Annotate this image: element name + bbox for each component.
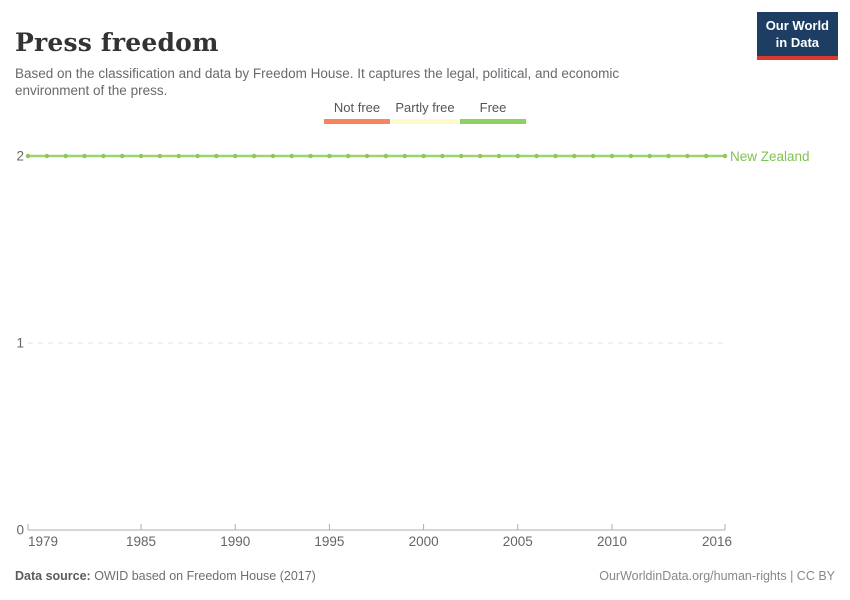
chart-subtitle: Based on the classification and data by … — [15, 65, 620, 99]
legend-swatch-free — [460, 119, 526, 124]
data-point-1992 — [270, 153, 276, 159]
data-point-1980 — [44, 153, 50, 159]
data-point-2008 — [572, 153, 577, 159]
y-tick-label-1: 1 — [16, 336, 24, 351]
data-point-1996 — [346, 153, 351, 159]
x-tick-label-2000: 2000 — [409, 534, 439, 549]
data-point-2007 — [553, 153, 558, 159]
data-point-1981 — [63, 153, 68, 159]
x-tick-label-2005: 2005 — [503, 534, 533, 549]
y-tick-label-0: 0 — [16, 523, 24, 538]
data-point-1985 — [138, 153, 144, 159]
data-source-note: Data source: OWID based on Freedom House… — [15, 569, 316, 583]
data-point-2015 — [703, 153, 709, 159]
x-tick-label-2016: 2016 — [702, 534, 732, 549]
data-point-1998 — [383, 153, 389, 159]
legend-label-free: Free — [479, 100, 507, 115]
data-point-2014 — [685, 153, 690, 159]
x-tick-label-1985: 1985 — [126, 534, 156, 549]
data-point-2004 — [496, 153, 502, 159]
x-tick-label-1995: 1995 — [314, 534, 344, 549]
data-point-2001 — [440, 153, 445, 159]
data-point-1999 — [402, 153, 407, 159]
data-point-1997 — [364, 153, 370, 159]
data-point-2005 — [515, 153, 520, 159]
data-point-2006 — [534, 153, 539, 159]
data-point-1990 — [233, 153, 238, 159]
data-point-1984 — [119, 153, 125, 159]
data-point-1994 — [308, 153, 313, 159]
data-point-2009 — [590, 153, 596, 159]
data-point-2003 — [477, 153, 483, 159]
data-point-1987 — [176, 153, 181, 159]
page-title: Press freedom — [15, 27, 219, 57]
data-point-1993 — [289, 153, 294, 159]
x-tick-label-1979: 1979 — [28, 534, 58, 549]
data-point-2013 — [666, 153, 671, 159]
data-point-2016 — [722, 153, 728, 159]
data-point-1982 — [82, 153, 87, 159]
x-tick-label-2010: 2010 — [597, 534, 627, 549]
legend: Not free Partly free Free — [0, 100, 850, 124]
owid-logo[interactable]: Our World in Data — [756, 12, 838, 60]
x-tick-label-1990: 1990 — [220, 534, 250, 549]
data-point-2002 — [459, 153, 464, 159]
data-point-2012 — [647, 153, 652, 159]
legend-item-free: Free — [460, 100, 526, 124]
legend-label-partly-free: Partly free — [395, 100, 455, 115]
legend-swatch-partly-free — [392, 119, 458, 124]
data-point-2010 — [609, 153, 615, 159]
data-point-1983 — [101, 153, 106, 159]
series-label-new-zealand: New Zealand — [730, 149, 810, 164]
data-source-text: OWID based on Freedom House (2017) — [90, 569, 316, 583]
data-source-label: Data source: — [15, 569, 91, 583]
owid-logo-line2: in Data — [775, 34, 820, 50]
legend-label-not-free: Not free — [333, 100, 381, 115]
legend-item-partly-free: Partly free — [392, 100, 458, 124]
y-axis-group: 0 1 2 — [16, 149, 24, 538]
owid-link[interactable]: OurWorldinData.org/human-rights | CC BY — [599, 569, 835, 583]
owid-logo-line1: Our World — [765, 18, 829, 33]
y-tick-label-2: 2 — [16, 149, 24, 164]
data-point-2011 — [628, 153, 634, 159]
legend-item-not-free: Not free — [324, 100, 390, 124]
data-point-1991 — [251, 153, 257, 159]
data-point-1986 — [157, 153, 163, 159]
data-point-1979 — [25, 153, 31, 159]
data-point-1989 — [214, 153, 219, 159]
data-point-1988 — [195, 153, 200, 159]
gridlines-group — [28, 155, 725, 344]
x-axis-group: 1979 1985 1990 1995 2000 2005 2010 2016 — [27, 524, 732, 549]
data-point-2000 — [421, 153, 426, 159]
series-group — [25, 153, 728, 159]
legend-swatch-not-free — [324, 119, 390, 124]
data-point-1995 — [327, 153, 332, 159]
